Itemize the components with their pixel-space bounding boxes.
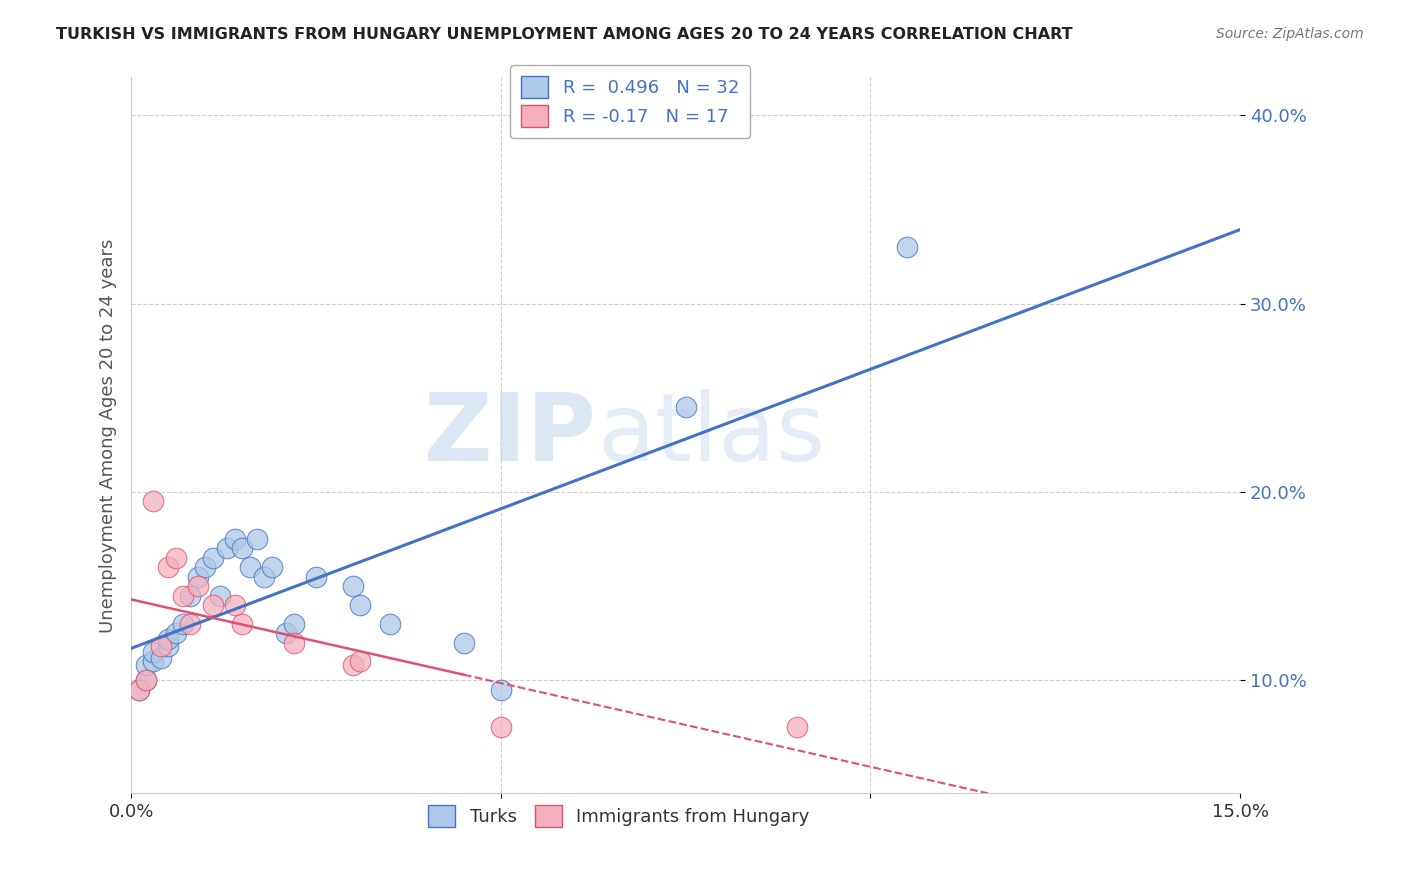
Point (179, 616, 201, 631)
Text: atlas: atlas (598, 390, 825, 482)
Point (208, 589, 231, 603)
Point (194, 560, 217, 574)
Text: Source: ZipAtlas.com: Source: ZipAtlas.com (1216, 27, 1364, 41)
Y-axis label: Unemployment Among Ages 20 to 24 years: Unemployment Among Ages 20 to 24 years (100, 238, 117, 632)
Point (201, 598, 224, 612)
Text: TURKISH VS IMMIGRANTS FROM HUNGARY UNEMPLOYMENT AMONG AGES 20 TO 24 YEARS CORREL: TURKISH VS IMMIGRANTS FROM HUNGARY UNEMP… (56, 27, 1073, 42)
Point (142, 655, 165, 669)
Point (128, 682, 150, 697)
Legend: Turks, Immigrants from Hungary: Turks, Immigrants from Hungary (422, 798, 817, 834)
Point (453, 635, 475, 649)
Point (246, 532, 269, 546)
Point (135, 673, 157, 688)
Point (342, 579, 364, 593)
Point (224, 532, 246, 546)
Point (489, 720, 512, 734)
Point (201, 550, 224, 565)
Point (128, 682, 150, 697)
Point (157, 560, 180, 574)
Point (187, 579, 209, 593)
Point (187, 570, 209, 584)
Point (172, 616, 194, 631)
Point (378, 616, 401, 631)
Point (260, 560, 283, 574)
Point (786, 720, 808, 734)
Point (224, 598, 246, 612)
Point (142, 645, 165, 659)
Point (276, 626, 298, 640)
Point (283, 635, 305, 649)
Text: ZIP: ZIP (425, 390, 598, 482)
Point (238, 560, 260, 574)
Point (165, 626, 187, 640)
Point (149, 650, 172, 665)
Point (142, 494, 165, 508)
Point (217, 541, 239, 556)
Point (896, 240, 918, 254)
Point (179, 589, 201, 603)
Point (165, 550, 187, 565)
Point (135, 658, 157, 673)
Point (157, 640, 180, 654)
Point (135, 673, 157, 688)
Point (675, 400, 697, 414)
Point (157, 632, 180, 646)
Point (253, 570, 276, 584)
Point (305, 570, 328, 584)
Point (231, 616, 253, 631)
Point (349, 655, 371, 669)
Point (349, 598, 371, 612)
Point (149, 640, 172, 654)
Point (172, 589, 194, 603)
Point (342, 658, 364, 673)
Point (489, 682, 512, 697)
Point (283, 616, 305, 631)
Point (231, 541, 253, 556)
